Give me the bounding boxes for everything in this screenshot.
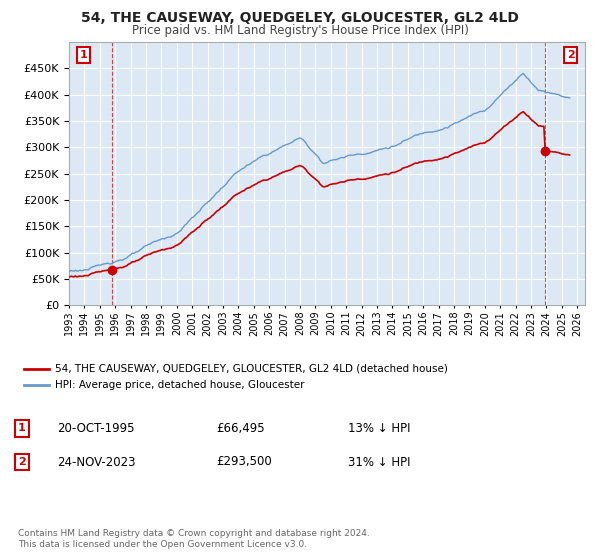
Text: 13% ↓ HPI: 13% ↓ HPI — [348, 422, 410, 435]
Text: 1: 1 — [79, 50, 87, 60]
Text: Price paid vs. HM Land Registry's House Price Index (HPI): Price paid vs. HM Land Registry's House … — [131, 24, 469, 37]
Text: 2: 2 — [567, 50, 575, 60]
Text: £293,500: £293,500 — [216, 455, 272, 469]
Text: £66,495: £66,495 — [216, 422, 265, 435]
Text: Contains HM Land Registry data © Crown copyright and database right 2024.
This d: Contains HM Land Registry data © Crown c… — [18, 529, 370, 549]
Text: 54, THE CAUSEWAY, QUEDGELEY, GLOUCESTER, GL2 4LD: 54, THE CAUSEWAY, QUEDGELEY, GLOUCESTER,… — [81, 11, 519, 25]
Text: 1: 1 — [18, 423, 26, 433]
Text: 20-OCT-1995: 20-OCT-1995 — [57, 422, 134, 435]
Text: 24-NOV-2023: 24-NOV-2023 — [57, 455, 136, 469]
Text: 2: 2 — [18, 457, 26, 467]
Text: 54, THE CAUSEWAY, QUEDGELEY, GLOUCESTER, GL2 4LD (detached house): 54, THE CAUSEWAY, QUEDGELEY, GLOUCESTER,… — [55, 363, 448, 374]
Text: 31% ↓ HPI: 31% ↓ HPI — [348, 455, 410, 469]
Text: HPI: Average price, detached house, Gloucester: HPI: Average price, detached house, Glou… — [55, 380, 304, 390]
